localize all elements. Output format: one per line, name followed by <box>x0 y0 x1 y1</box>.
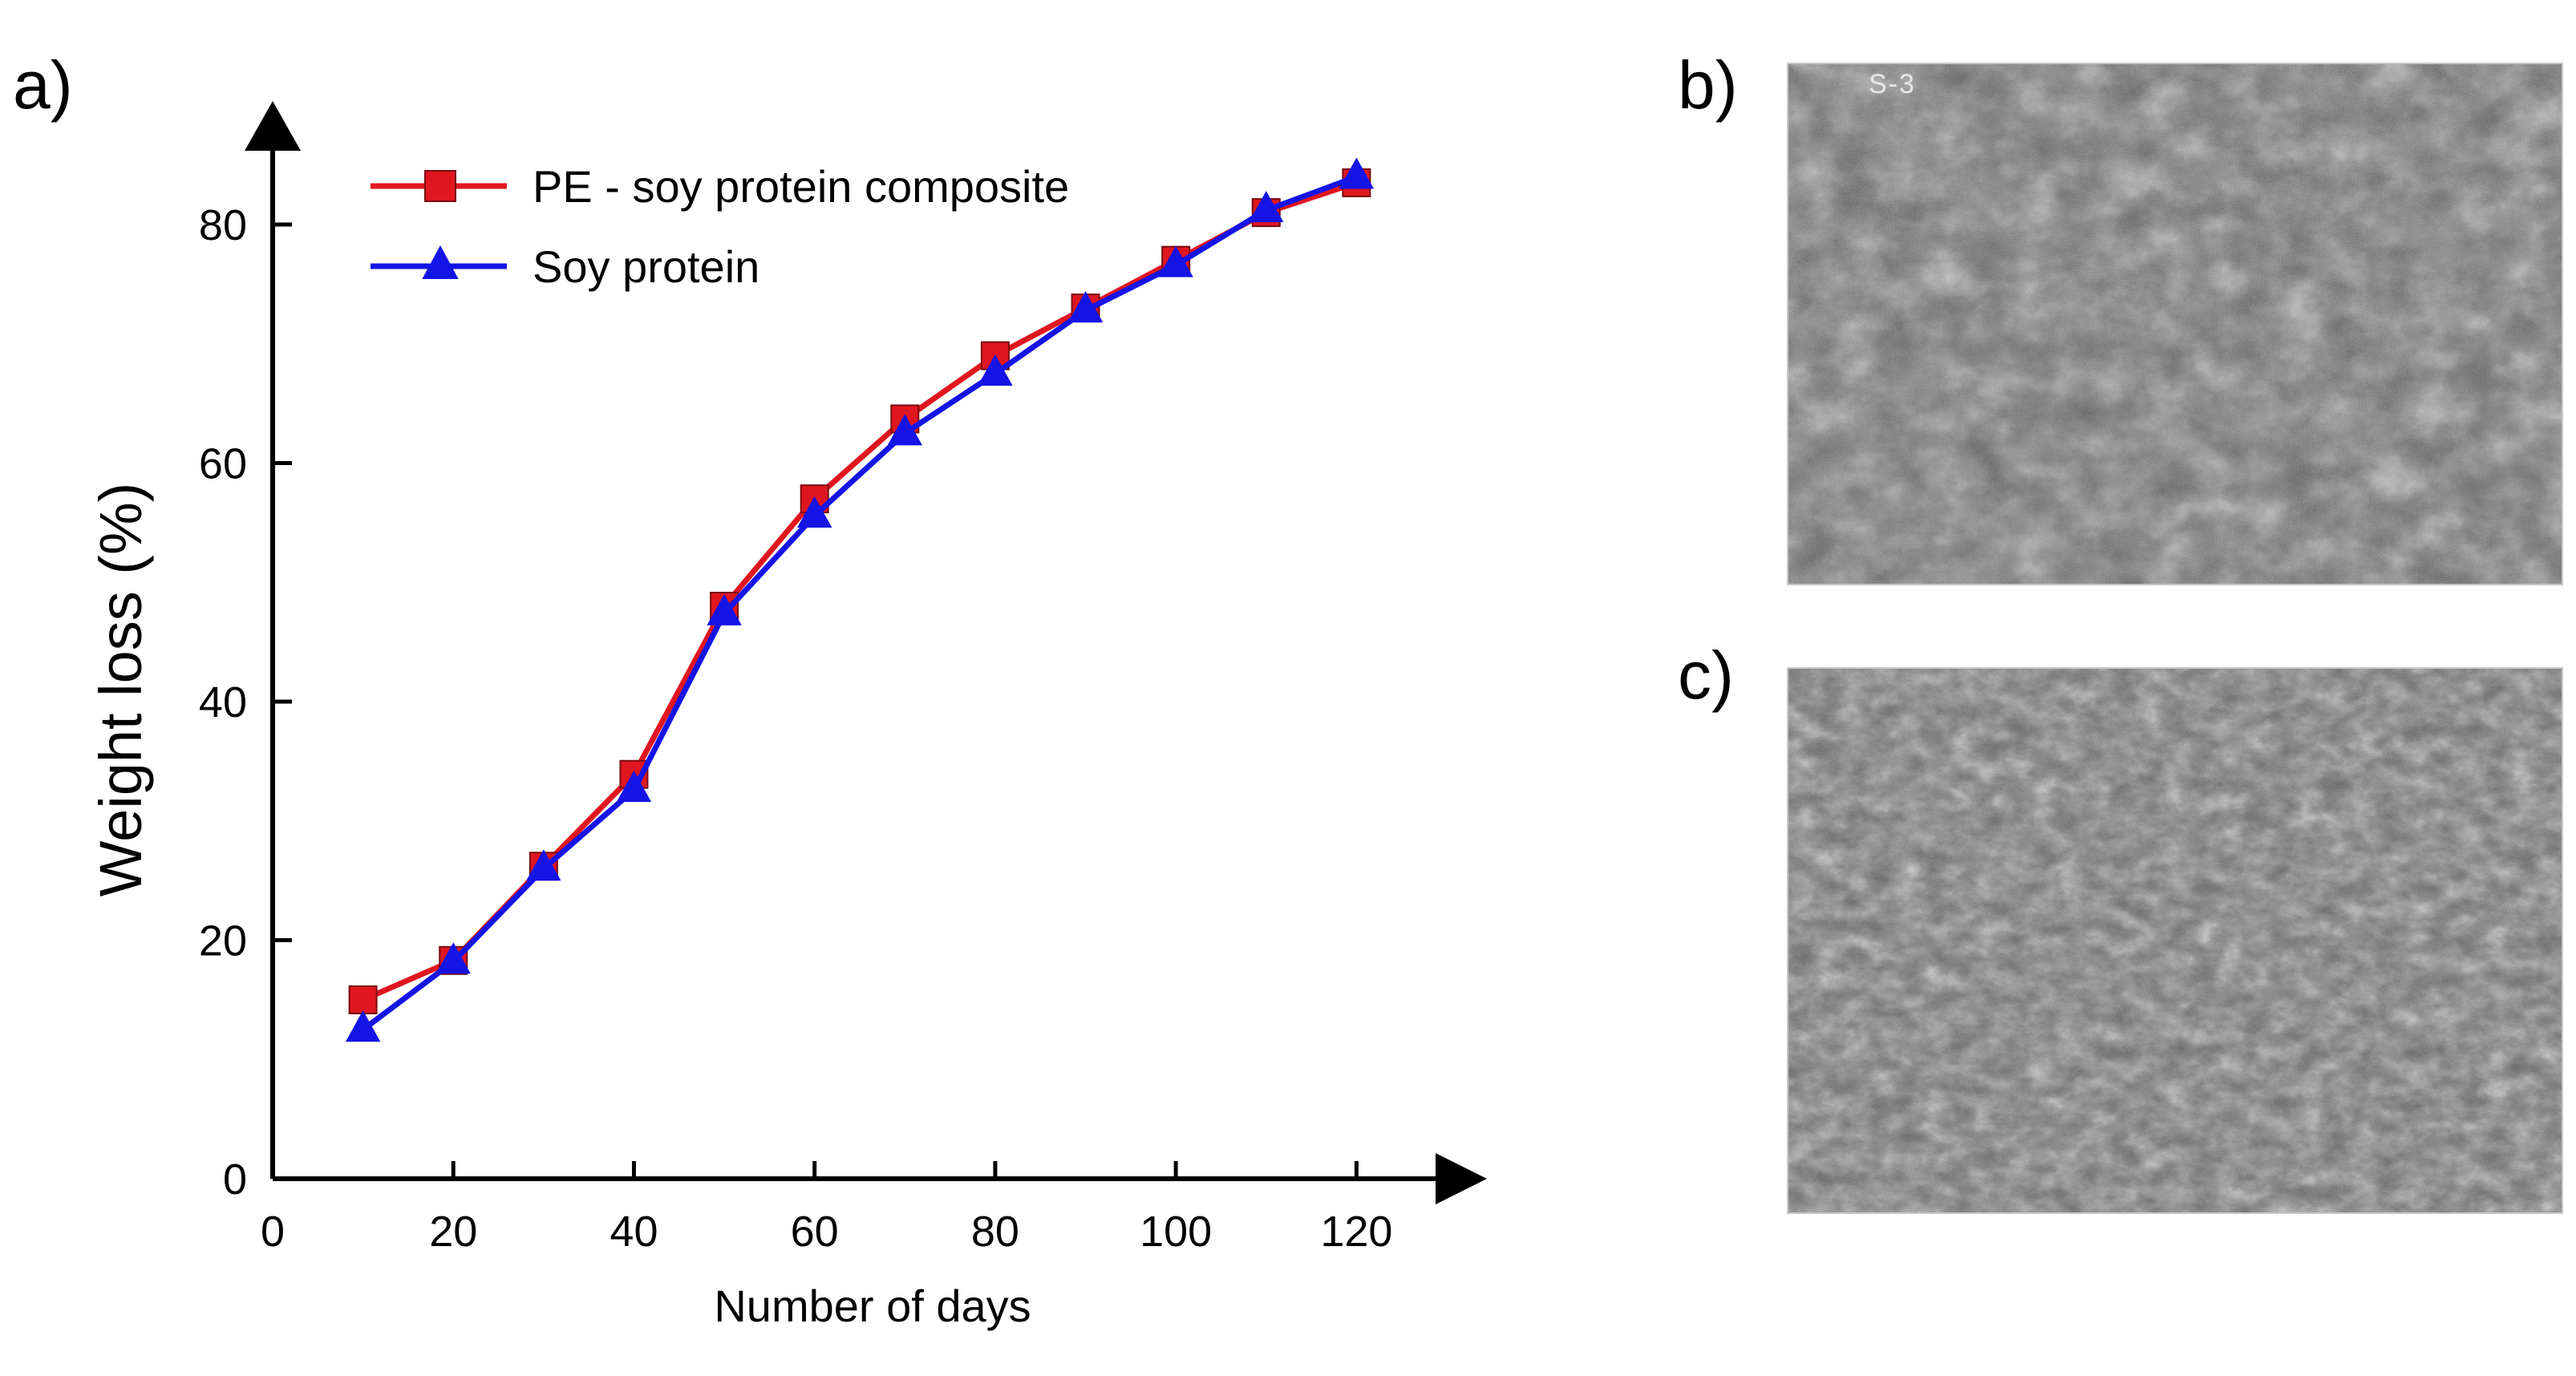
legend-label: PE - soy protein composite <box>533 161 1069 212</box>
data-point-soy <box>887 414 923 446</box>
x-tick-label: 20 <box>429 1208 477 1256</box>
sem-texture-b <box>1788 64 2562 584</box>
x-tick-label: 100 <box>1140 1208 1212 1256</box>
sem-image-b: S-3 <box>1787 63 2563 585</box>
x-tick-label: 120 <box>1320 1208 1392 1256</box>
sem-tag-b: S-3 <box>1869 69 1916 99</box>
data-point-soy <box>1339 157 1375 189</box>
panel-label-c: c) <box>1678 637 1734 713</box>
x-axis-arrow <box>1436 1153 1487 1204</box>
weight-loss-chart: 0 20 40 60 80 100 120 0 20 40 60 80 Number of days We… <box>87 101 1487 1331</box>
panel-label-a: a) <box>13 47 73 123</box>
data-point-soy <box>978 354 1013 386</box>
x-tick-label: 40 <box>610 1208 658 1256</box>
legend-marker-square <box>424 170 456 202</box>
series-line-composite <box>360 180 1359 1003</box>
y-axis-title: Weight loss (%) <box>87 483 154 897</box>
sem-texture-c <box>1788 669 2562 1212</box>
x-tick-label: 60 <box>791 1208 839 1256</box>
y-axis-arrow <box>245 101 301 151</box>
x-axis-title: Number of days <box>714 1281 1031 1331</box>
sem-image-c <box>1787 667 2563 1214</box>
x-tick-label: 0 <box>261 1208 285 1256</box>
data-point-soy <box>526 849 561 881</box>
data-point-composite <box>348 985 378 1014</box>
x-tick-label: 80 <box>971 1208 1019 1256</box>
y-tick-label: 40 <box>199 678 247 726</box>
data-point-soy <box>796 496 832 528</box>
data-point-soy <box>1249 191 1284 223</box>
data-point-soy <box>707 593 742 625</box>
panel-label-b: b) <box>1678 47 1738 123</box>
data-point-soy <box>616 771 652 803</box>
data-point-soy <box>345 1010 381 1042</box>
data-point-soy <box>1067 291 1104 323</box>
y-tick-label: 20 <box>199 917 247 965</box>
legend-label: Soy protein <box>533 241 759 292</box>
data-point-soy <box>1158 245 1193 277</box>
series-line-soy <box>360 174 1359 1033</box>
y-tick-label: 60 <box>199 440 247 488</box>
legend-marker-triangle <box>422 245 459 279</box>
y-tick-label: 80 <box>199 201 247 249</box>
data-point-soy <box>435 942 471 974</box>
y-tick-label: 0 <box>223 1155 247 1204</box>
